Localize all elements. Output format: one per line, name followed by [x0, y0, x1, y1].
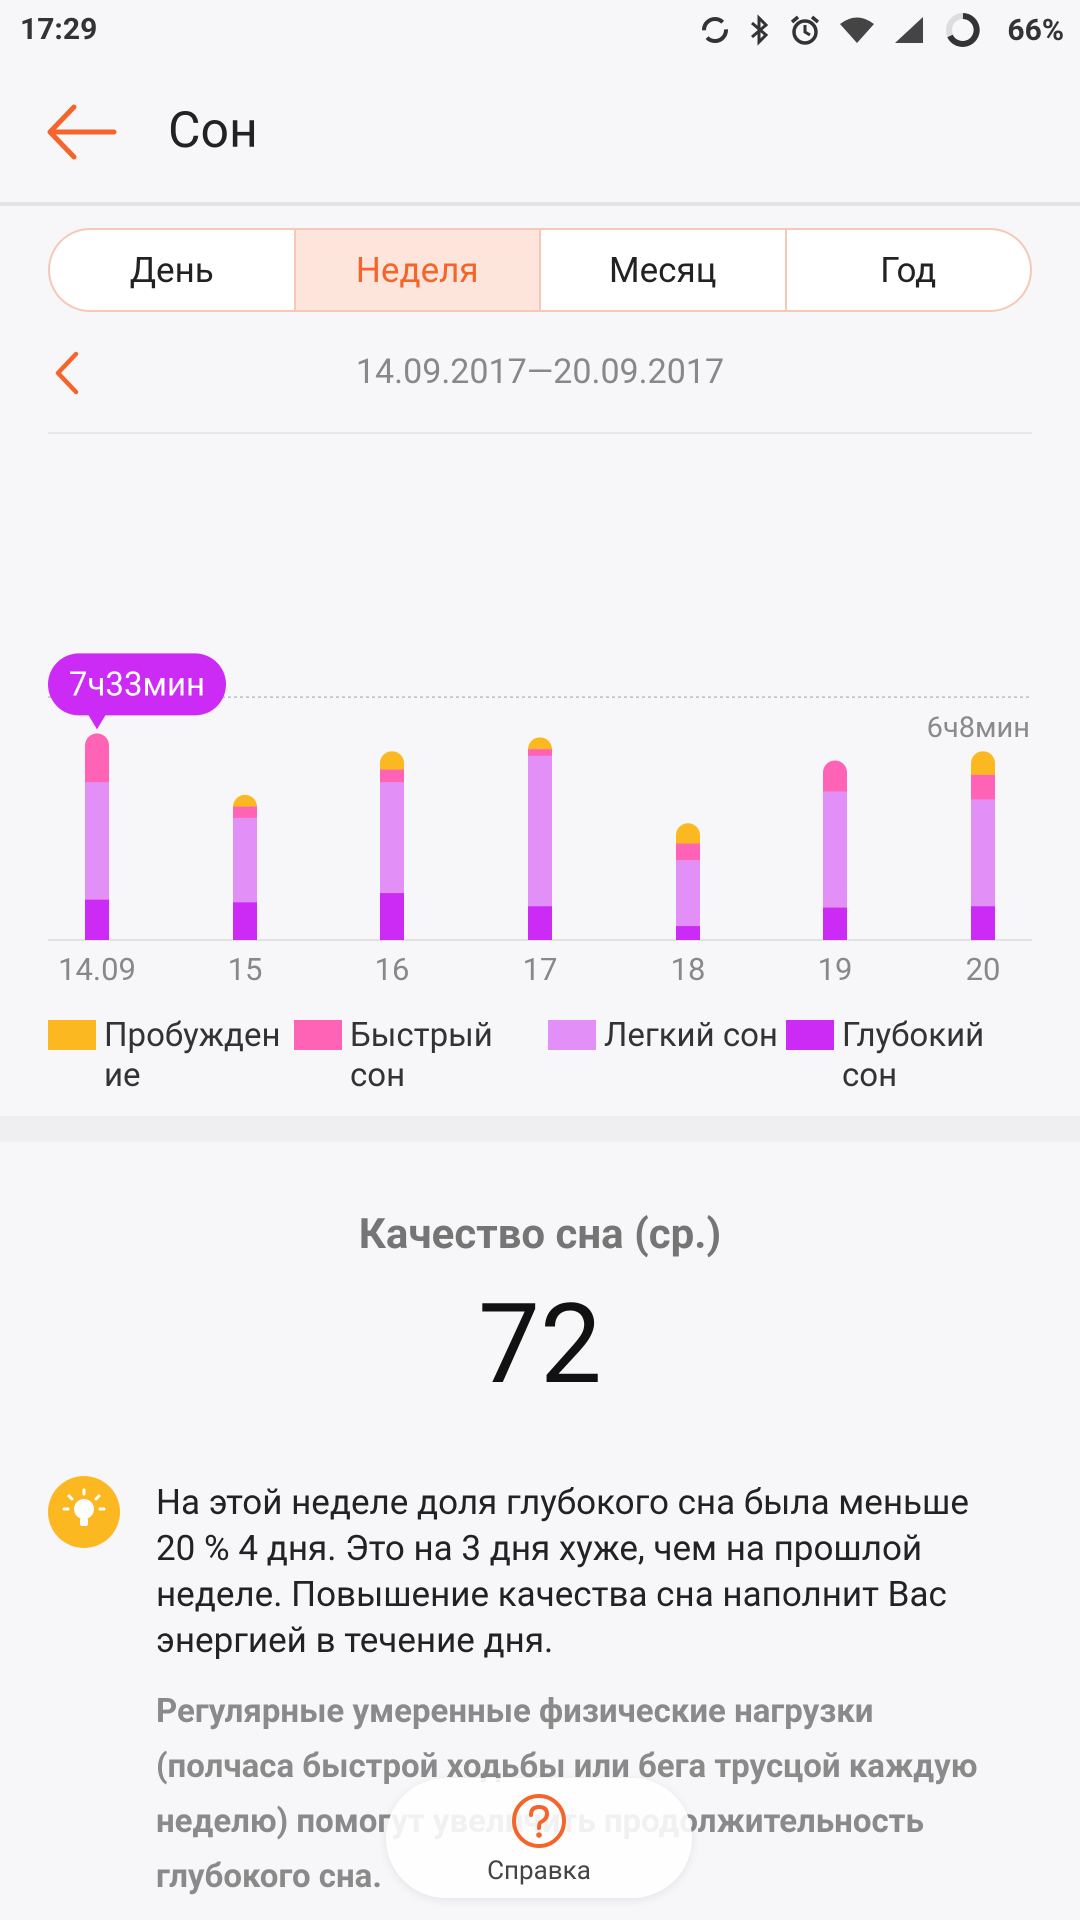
lightbulb-icon	[48, 1476, 120, 1548]
legend-label: Глубокий сон	[842, 1016, 985, 1095]
bar-segment	[676, 823, 700, 844]
bar-segment	[85, 899, 109, 940]
bar-segment	[971, 751, 995, 775]
help-button[interactable]: Справка	[386, 1778, 692, 1898]
bar[interactable]	[85, 733, 109, 940]
battery-percent: 66%	[1007, 12, 1064, 48]
average-label: 6ч8мин	[927, 711, 1030, 745]
tip-subtext: Регулярные умеренные физические нагрузки…	[156, 1692, 978, 1896]
chart-legend: Пробужден ие Быстрый сон Легкий сон Глубок…	[48, 1016, 1048, 1116]
status-icons: 66%	[699, 10, 1064, 50]
bar[interactable]	[528, 737, 552, 940]
bar-segment	[85, 733, 109, 783]
legend-item-rem: Быстрый сон	[294, 1016, 493, 1096]
bar-segment	[676, 842, 700, 861]
bar-segment	[528, 905, 552, 940]
bar[interactable]	[676, 823, 700, 940]
bar-segment	[85, 781, 109, 900]
bar-segment	[971, 798, 995, 907]
bar[interactable]	[233, 794, 257, 940]
sleep-chart: 14.09 15 16 17 18 19 20 6ч8мин 7ч33мин	[48, 653, 1032, 988]
page-title: Сон	[168, 102, 258, 160]
bar-segment	[676, 925, 700, 940]
sync-icon	[702, 17, 729, 43]
tab-week[interactable]: Неделя	[295, 230, 541, 310]
bar-segment	[528, 755, 552, 907]
previous-week-button[interactable]	[46, 348, 86, 398]
tooltip-pointer	[88, 714, 106, 730]
x-tick-label: 16	[375, 951, 410, 988]
signal-icon	[895, 17, 924, 43]
bar-segment	[380, 751, 404, 770]
quality-title: Качество сна (ср.)	[358, 1210, 722, 1259]
bar[interactable]	[971, 751, 995, 940]
x-tick-label: 19	[818, 951, 853, 988]
bar-segment	[971, 774, 995, 800]
tab-day[interactable]: День	[50, 230, 296, 310]
bar-segment	[528, 748, 552, 756]
bar-segment	[528, 737, 552, 750]
question-icon	[512, 1794, 566, 1848]
x-tick-label: 20	[966, 951, 1001, 988]
x-tick-label: 18	[671, 951, 706, 988]
x-tick-label: 17	[523, 951, 558, 988]
tooltip-label: 7ч33мин	[69, 665, 205, 704]
section-separator	[0, 1116, 1080, 1142]
app-bar: Сон	[0, 62, 1080, 206]
x-tick-label: 15	[228, 951, 263, 988]
bar-segment	[233, 806, 257, 818]
bar-segment	[233, 901, 257, 940]
divider	[48, 432, 1032, 434]
legend-swatch	[48, 1020, 96, 1050]
legend-swatch	[548, 1020, 596, 1050]
bar[interactable]	[823, 760, 847, 940]
period-tabs: День Неделя Месяц Год	[48, 228, 1032, 312]
bar-segment	[380, 781, 404, 894]
bluetooth-icon	[751, 14, 769, 46]
battery-icon	[946, 13, 981, 47]
bar-segment	[823, 760, 847, 792]
back-button[interactable]	[40, 97, 120, 167]
bar-segment	[971, 905, 995, 940]
x-tick-label: 14.09	[58, 951, 136, 988]
legend-label: Быстрый сон	[350, 1016, 493, 1095]
bar-segment	[233, 817, 257, 903]
legend-label: Пробужден ие	[104, 1016, 281, 1095]
legend-label: Легкий сон	[604, 1016, 778, 1055]
bar-segment	[380, 892, 404, 940]
date-range: 14.09.2017—20.09.2017	[355, 352, 725, 392]
tip-text: На этой неделе доля глубокого сна была м…	[156, 1482, 969, 1661]
legend-swatch	[786, 1020, 834, 1050]
chevron-left-icon	[55, 351, 79, 395]
legend-swatch	[294, 1020, 342, 1050]
bar-segment	[823, 907, 847, 940]
bar-segment	[233, 794, 257, 807]
legend-item-light: Легкий сон	[548, 1016, 778, 1056]
tab-month[interactable]: Месяц	[541, 230, 787, 310]
tab-year[interactable]: Год	[880, 249, 937, 291]
status-bar: 17:29 66%	[0, 0, 1080, 62]
wifi-icon	[840, 17, 875, 43]
help-label: Справка	[487, 1856, 591, 1886]
bar[interactable]	[380, 751, 404, 940]
tooltip-bubble	[48, 653, 226, 716]
quality-score: 72	[478, 1280, 602, 1409]
bar-segment	[676, 859, 700, 927]
bar-segment	[823, 790, 847, 908]
arrow-left-icon	[47, 104, 117, 160]
alarm-icon	[791, 15, 820, 45]
status-time: 17:29	[20, 12, 98, 47]
legend-item-awake: Пробужден ие	[48, 1016, 281, 1096]
bar-segment	[380, 769, 404, 783]
legend-item-deep: Глубокий сон	[786, 1016, 984, 1096]
